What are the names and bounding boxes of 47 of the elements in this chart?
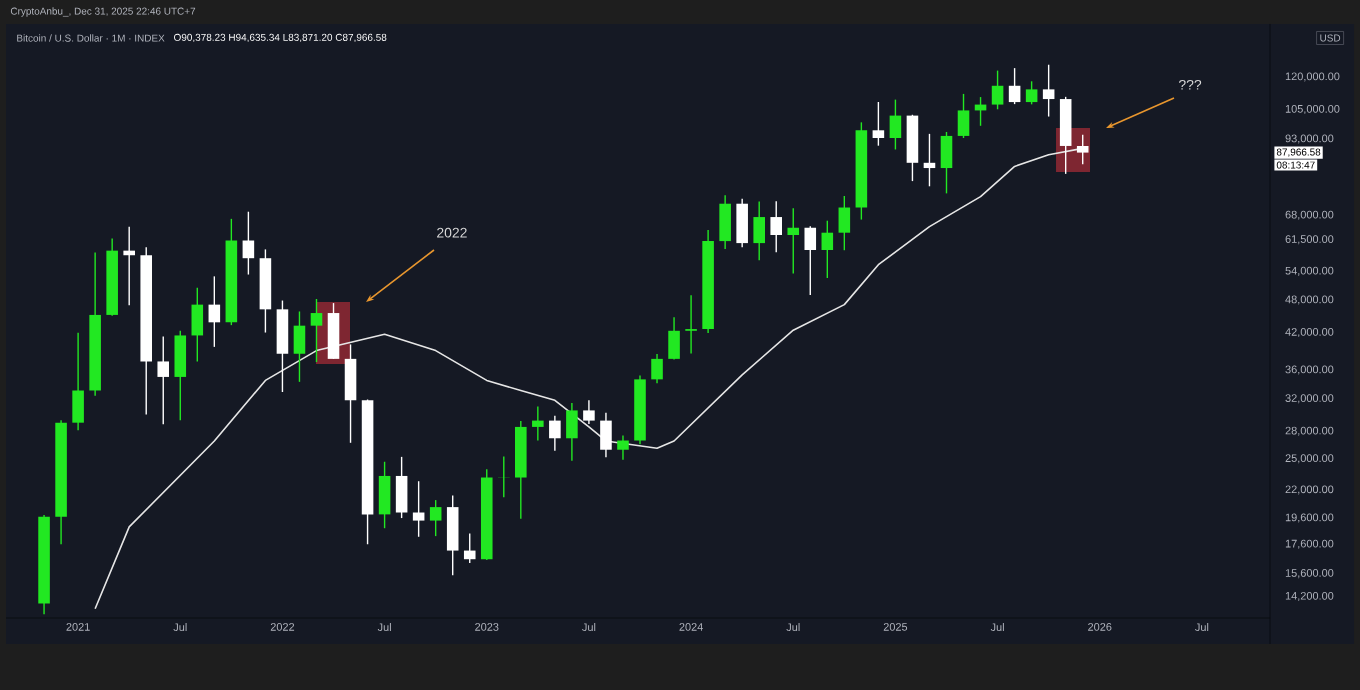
candlestick	[1076, 134, 1089, 165]
candlestick	[72, 332, 84, 432]
candlestick	[651, 353, 663, 384]
candlestick	[412, 480, 425, 538]
candlestick	[736, 197, 748, 249]
candlestick	[1042, 64, 1055, 118]
candlestick	[583, 399, 595, 425]
candlestick	[378, 461, 391, 529]
candlestick	[1025, 80, 1038, 106]
candlestick	[719, 194, 731, 250]
candlestick	[395, 456, 408, 519]
candlestick	[821, 220, 834, 279]
candlestick	[940, 131, 953, 195]
candlestick	[191, 286, 204, 363]
candlestick	[276, 299, 289, 393]
candlestick	[600, 412, 612, 459]
candlestick	[327, 302, 340, 360]
candlestick	[174, 330, 187, 421]
candlestick	[1059, 96, 1072, 175]
candlestick	[668, 316, 680, 361]
candlestick	[463, 532, 476, 564]
candlestick	[804, 225, 817, 296]
candlestick	[242, 211, 255, 276]
candlestick	[991, 69, 1004, 110]
candlestick	[123, 226, 135, 306]
candlestick	[957, 93, 970, 139]
candlestick	[566, 402, 578, 462]
candlestick	[532, 405, 544, 442]
candlestick	[310, 298, 323, 363]
candlestick	[429, 499, 442, 537]
candlestick	[906, 114, 919, 182]
candlestick	[344, 343, 357, 444]
candlestick	[157, 335, 170, 426]
candlestick	[293, 310, 306, 383]
candlestick	[787, 207, 800, 275]
candlestick	[549, 414, 561, 452]
candlestick	[753, 200, 765, 261]
candlestick	[446, 494, 459, 576]
candlestick	[872, 101, 885, 147]
candlestick	[617, 434, 629, 461]
candlestick	[685, 294, 697, 355]
candlestick	[208, 275, 221, 348]
candlestick	[770, 200, 783, 253]
candlestick	[889, 98, 902, 151]
candlestick	[1008, 67, 1021, 105]
candlestick	[838, 195, 851, 251]
candlestick	[923, 133, 936, 187]
